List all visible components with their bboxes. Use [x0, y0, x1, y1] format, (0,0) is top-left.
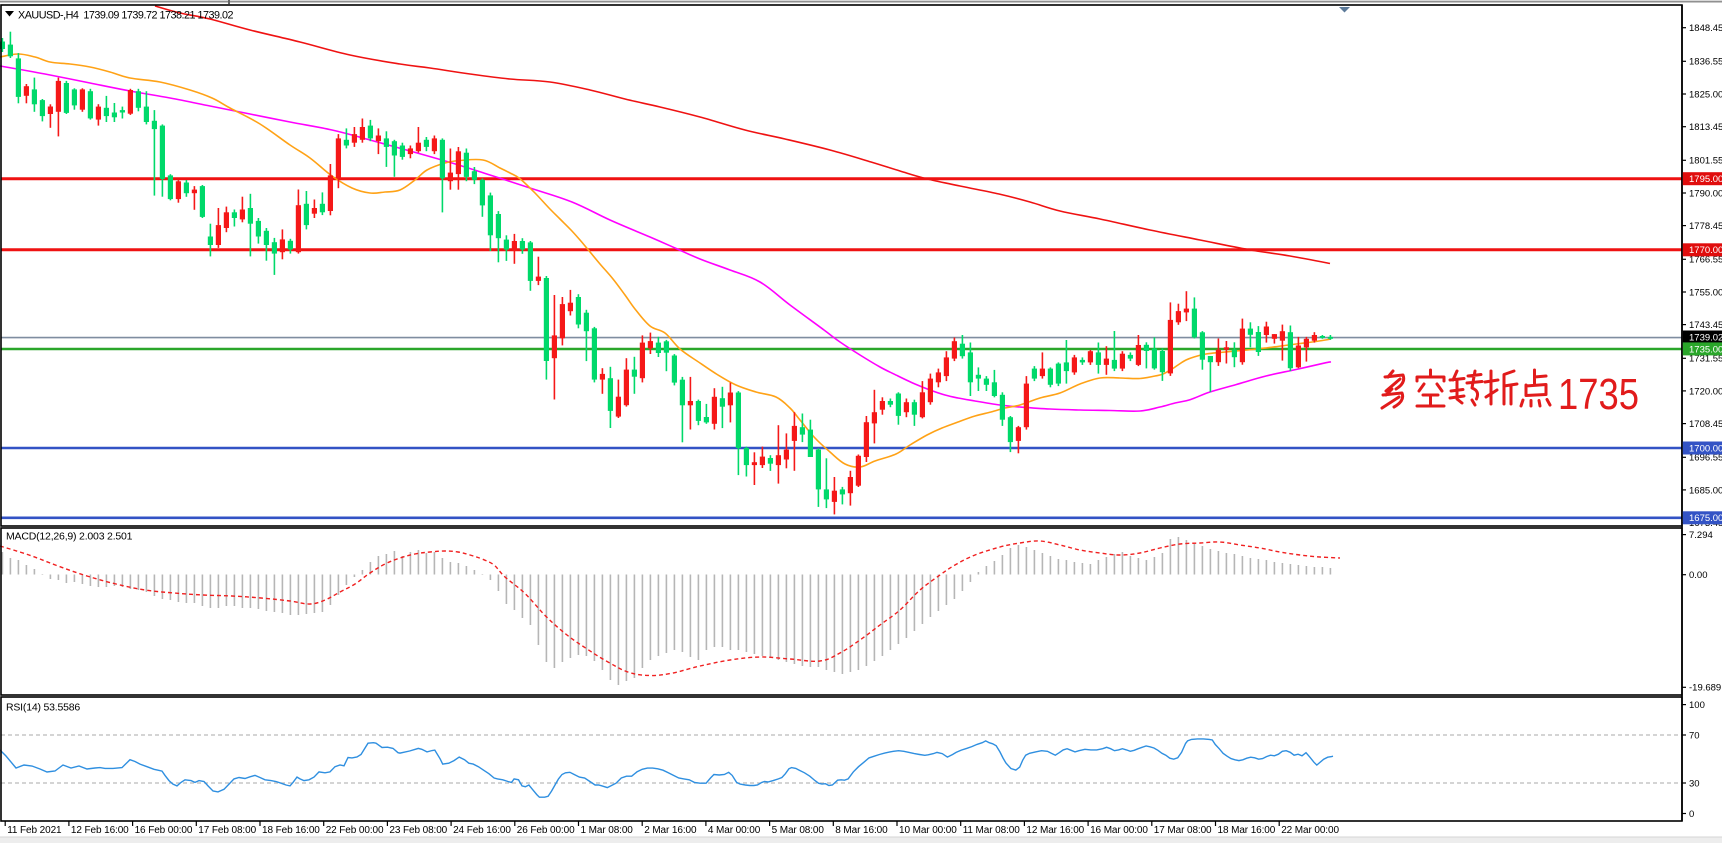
- svg-text:1708.45: 1708.45: [1689, 419, 1722, 430]
- svg-text:1735.00: 1735.00: [1689, 344, 1722, 355]
- svg-text:100: 100: [1689, 700, 1705, 711]
- svg-text:1735: 1735: [1558, 370, 1639, 419]
- svg-text:23 Feb 08:00: 23 Feb 08:00: [389, 825, 447, 836]
- svg-text:22 Feb 00:00: 22 Feb 00:00: [326, 825, 384, 836]
- svg-text:17 Feb 08:00: 17 Feb 08:00: [198, 825, 256, 836]
- svg-text:1801.55: 1801.55: [1689, 156, 1722, 167]
- svg-text:18 Mar 16:00: 18 Mar 16:00: [1218, 825, 1276, 836]
- svg-text:1700.00: 1700.00: [1689, 443, 1722, 454]
- svg-text:30: 30: [1689, 778, 1700, 789]
- svg-text:0.00: 0.00: [1689, 570, 1708, 581]
- svg-text:1795.00: 1795.00: [1689, 174, 1722, 185]
- svg-text:12 Feb 16:00: 12 Feb 16:00: [71, 825, 129, 836]
- svg-text:1675.00: 1675.00: [1689, 513, 1722, 524]
- svg-text:16 Mar 00:00: 16 Mar 00:00: [1090, 825, 1148, 836]
- svg-text:1848.45: 1848.45: [1689, 23, 1722, 34]
- svg-text:0: 0: [1689, 809, 1694, 820]
- svg-text:1770.00: 1770.00: [1689, 245, 1722, 256]
- svg-text:1813.45: 1813.45: [1689, 122, 1722, 133]
- svg-text:1685.00: 1685.00: [1689, 485, 1722, 496]
- svg-text:1696.55: 1696.55: [1689, 453, 1722, 464]
- svg-text:70: 70: [1689, 730, 1700, 741]
- svg-text:26 Feb 00:00: 26 Feb 00:00: [517, 825, 575, 836]
- svg-text:MACD(12,26,9) 2.003 2.501: MACD(12,26,9) 2.003 2.501: [6, 531, 133, 543]
- svg-text:1 Mar 08:00: 1 Mar 08:00: [581, 825, 634, 836]
- svg-text:1790.00: 1790.00: [1689, 188, 1722, 199]
- svg-text:2 Mar 16:00: 2 Mar 16:00: [644, 825, 697, 836]
- svg-text:24 Feb 16:00: 24 Feb 16:00: [453, 825, 511, 836]
- svg-text:1836.55: 1836.55: [1689, 57, 1722, 68]
- svg-text:1778.45: 1778.45: [1689, 221, 1722, 232]
- svg-text:-19.689: -19.689: [1689, 683, 1721, 694]
- svg-text:4 Mar 00:00: 4 Mar 00:00: [708, 825, 761, 836]
- svg-text:10 Mar 00:00: 10 Mar 00:00: [899, 825, 957, 836]
- svg-text:XAUUSD-,H4 1739.09 1739.72 17: XAUUSD-,H4 1739.09 1739.72 1738.21 1739.…: [18, 10, 233, 22]
- svg-text:1755.00: 1755.00: [1689, 287, 1722, 298]
- svg-text:5 Mar 08:00: 5 Mar 08:00: [772, 825, 825, 836]
- svg-text:1825.00: 1825.00: [1689, 89, 1722, 100]
- svg-text:1743.45: 1743.45: [1689, 320, 1722, 331]
- svg-text:12 Mar 16:00: 12 Mar 16:00: [1026, 825, 1084, 836]
- svg-text:8 Mar 16:00: 8 Mar 16:00: [835, 825, 888, 836]
- svg-text:1731.55: 1731.55: [1689, 354, 1722, 365]
- svg-text:RSI(14) 53.5586: RSI(14) 53.5586: [6, 702, 80, 714]
- svg-text:22 Mar 00:00: 22 Mar 00:00: [1281, 825, 1339, 836]
- svg-text:17 Mar 08:00: 17 Mar 08:00: [1154, 825, 1212, 836]
- svg-text:1766.55: 1766.55: [1689, 255, 1722, 266]
- svg-text:1739.02: 1739.02: [1689, 332, 1722, 343]
- svg-text:11 Mar 08:00: 11 Mar 08:00: [963, 825, 1021, 836]
- svg-text:16 Feb 00:00: 16 Feb 00:00: [135, 825, 193, 836]
- svg-text:1720.00: 1720.00: [1689, 386, 1722, 397]
- svg-text:7.294: 7.294: [1689, 530, 1713, 541]
- svg-text:11 Feb 2021: 11 Feb 2021: [7, 825, 62, 836]
- svg-text:18 Feb 16:00: 18 Feb 16:00: [262, 825, 320, 836]
